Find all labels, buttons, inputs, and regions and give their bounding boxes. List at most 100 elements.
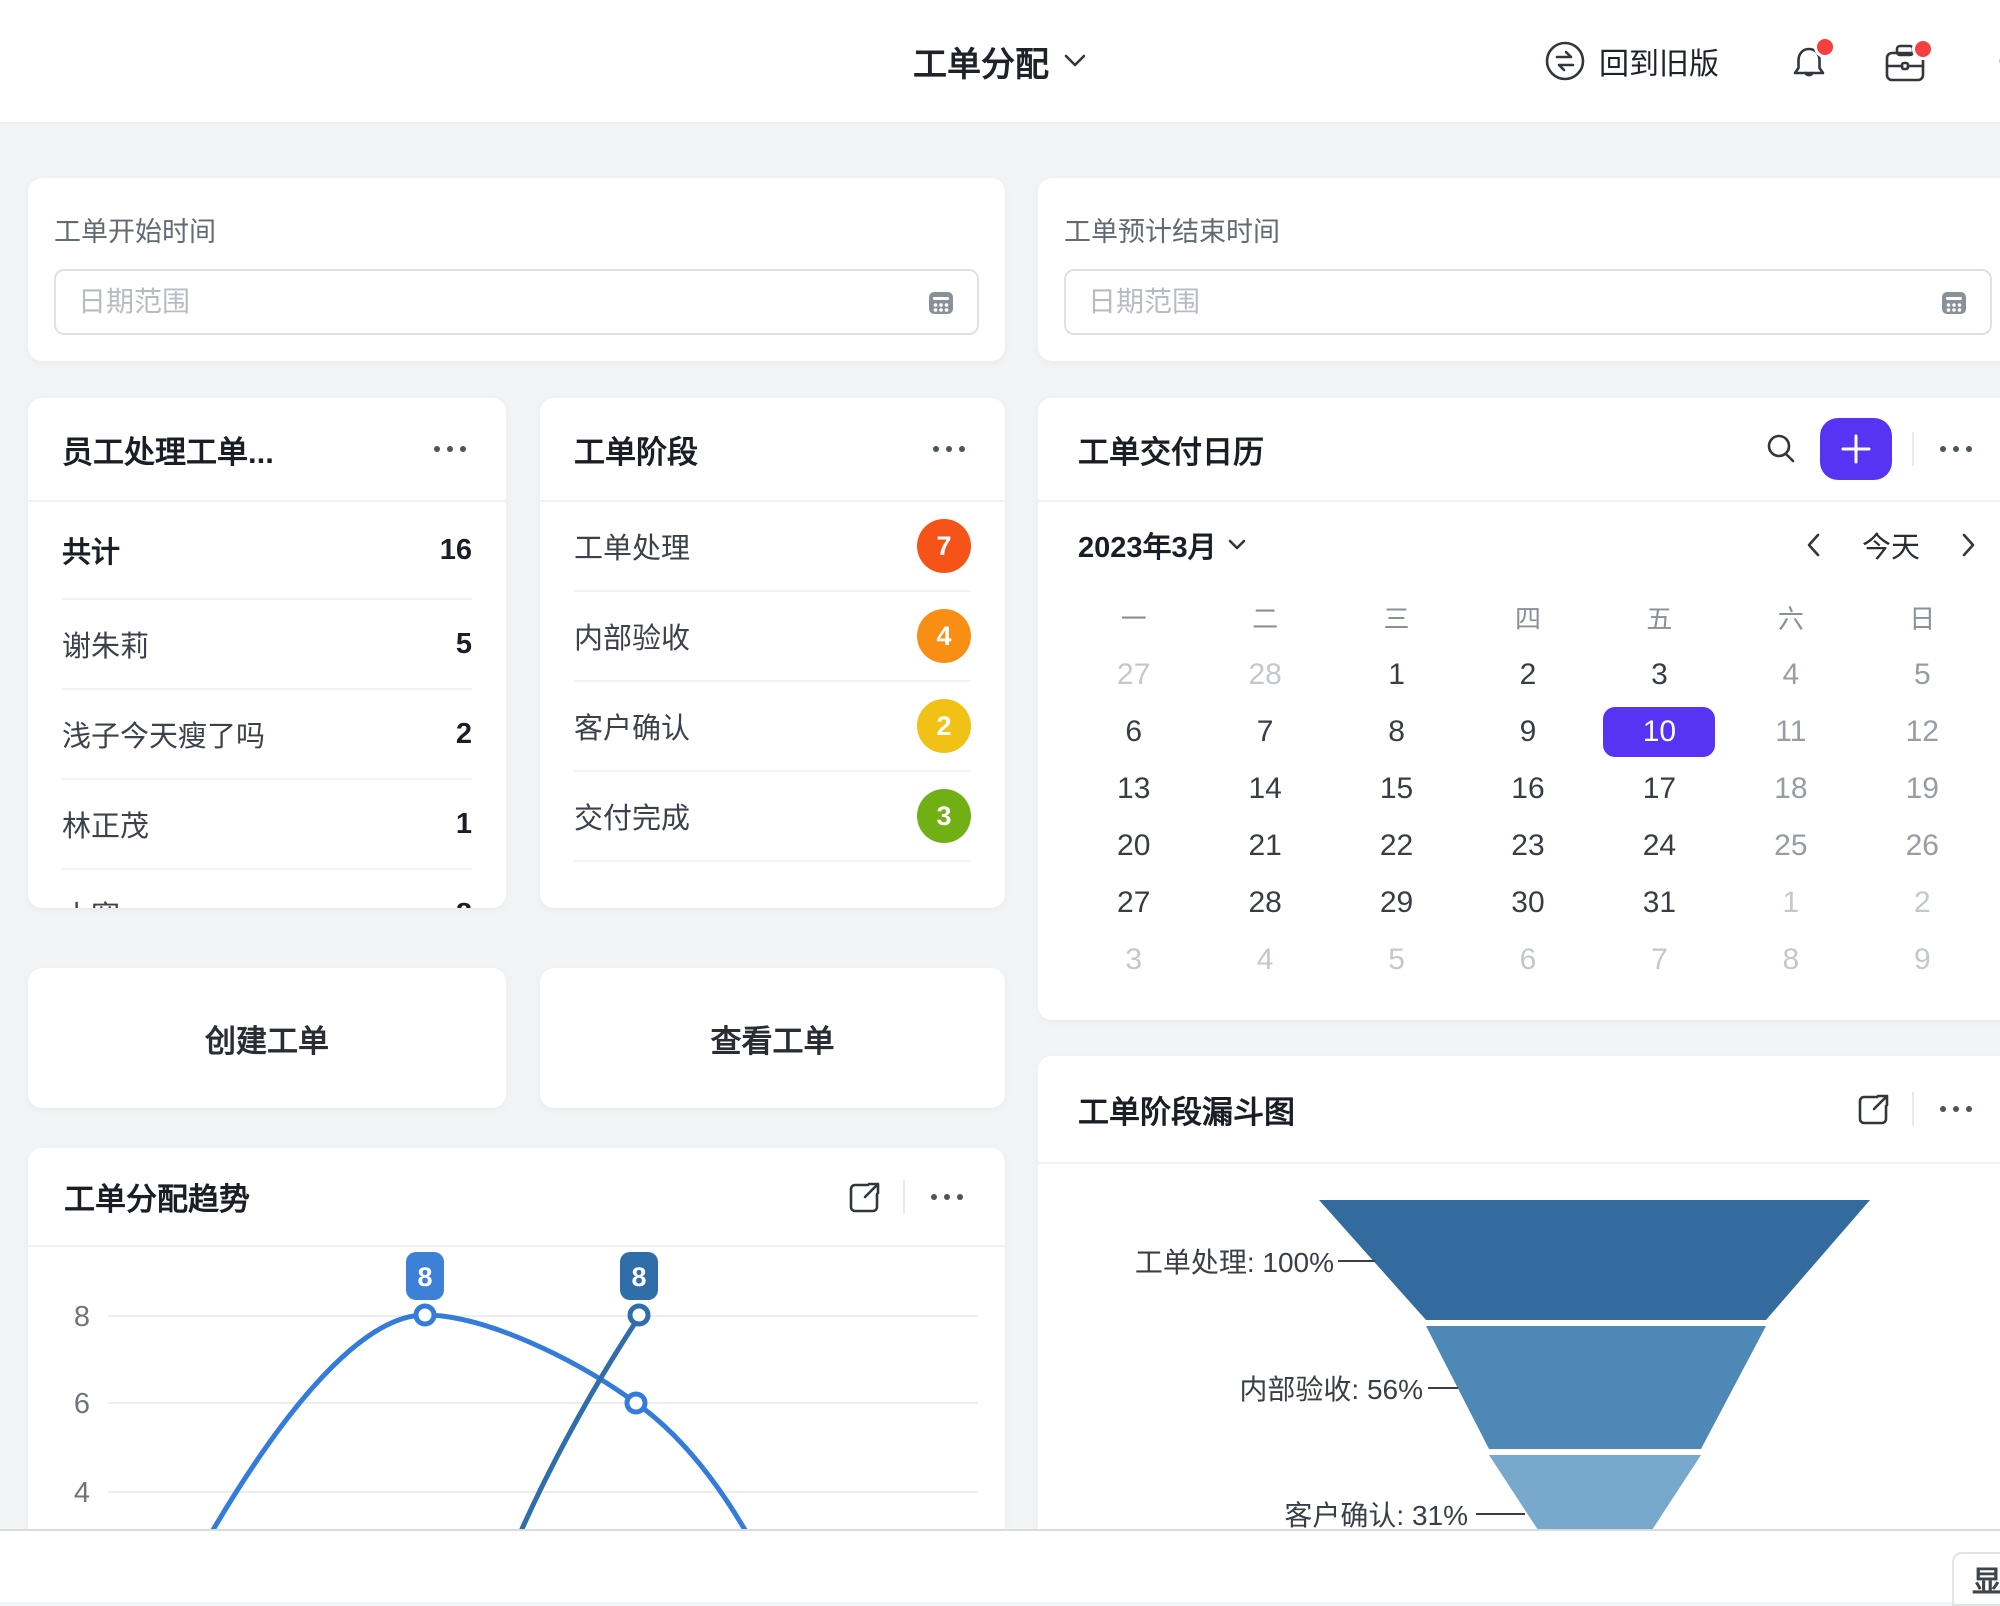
date-range-field[interactable] (1086, 285, 1938, 319)
more-icon[interactable] (925, 1188, 969, 1206)
date-range-input[interactable] (54, 269, 979, 335)
export-icon[interactable] (847, 1179, 883, 1215)
more-icon[interactable] (1934, 1100, 1978, 1118)
calendar-day[interactable]: 22 (1379, 828, 1414, 862)
more-icon[interactable] (927, 440, 971, 458)
calendar-day[interactable]: 8 (1782, 942, 1800, 976)
calendar-day[interactable]: 29 (1379, 885, 1414, 919)
calendar-day[interactable]: 6 (1125, 714, 1143, 748)
filter-label: 工单开始时间 (54, 217, 216, 247)
search-icon[interactable] (1762, 430, 1800, 468)
today-button[interactable]: 今天 (1861, 532, 1920, 564)
assignment-trend-card: 工单分配趋势 8 6 4 8 8 (28, 1148, 1005, 1588)
back-to-old-version-button[interactable]: 回到旧版 (1543, 0, 1719, 122)
calendar-icon[interactable] (925, 286, 957, 318)
funnel-segment-3 (1489, 1455, 1701, 1553)
data-point (413, 1303, 437, 1327)
calendar-day[interactable]: 4 (1782, 657, 1800, 691)
calendar-day[interactable]: 26 (1905, 828, 1939, 862)
calendar-day[interactable]: 1 (1782, 885, 1800, 919)
stage-name: 客户确认 (574, 713, 691, 745)
calendar-day[interactable]: 27 (1117, 885, 1151, 919)
calendar-day[interactable]: 30 (1511, 885, 1545, 919)
next-month-icon[interactable] (1960, 531, 1978, 559)
export-icon[interactable] (1856, 1091, 1892, 1127)
list-item: 客户确认 2 (574, 682, 971, 772)
calendar-day[interactable]: 3 (1651, 657, 1668, 691)
calendar-day[interactable]: 8 (1388, 714, 1405, 748)
peek-panel[interactable]: 显 (1952, 1552, 2000, 1606)
add-event-button[interactable] (1820, 418, 1892, 480)
calendar-day[interactable]: 2 (1519, 657, 1537, 691)
workspace-button[interactable] (1880, 38, 1934, 86)
date-range-field[interactable] (76, 285, 925, 319)
calendar-icon[interactable] (1938, 286, 1970, 318)
calendar-day[interactable]: 23 (1511, 828, 1545, 862)
chevron-down-icon (1227, 538, 1247, 552)
calendar-day[interactable]: 4 (1256, 942, 1274, 976)
calendar-day[interactable]: 14 (1248, 771, 1282, 805)
calendar-day[interactable]: 17 (1642, 771, 1677, 805)
table-row: 林正茂 1 (62, 780, 472, 870)
weekday-label: 四 (1514, 603, 1541, 634)
calendar-weekday-row: 一二三四五六日 (1038, 588, 2000, 646)
view-workorder-button[interactable]: 查看工单 (540, 968, 1005, 1108)
calendar-day[interactable]: 20 (1117, 828, 1151, 862)
calendar-day[interactable]: 1 (1388, 657, 1405, 691)
calendar-day[interactable]: 16 (1511, 771, 1545, 805)
calendar-day[interactable]: 6 (1519, 942, 1537, 976)
calendar-day[interactable]: 18 (1774, 771, 1808, 805)
calendar-day[interactable]: 5 (1388, 942, 1405, 976)
table-row: 共计 16 (62, 502, 472, 600)
create-workorder-label: 创建工单 (205, 1023, 329, 1059)
data-label: 8 (631, 1262, 646, 1292)
calendar-day[interactable]: 2 (1913, 885, 1931, 919)
calendar-day[interactable]: 15 (1379, 771, 1414, 805)
calendar-day[interactable]: 12 (1905, 714, 1939, 748)
calendar-day[interactable]: 27 (1117, 657, 1151, 691)
filter-card-start-time: 工单开始时间 (28, 178, 1005, 361)
month-label: 2023年3月 (1078, 532, 1217, 564)
calendar-day[interactable]: 21 (1248, 828, 1282, 862)
more-icon[interactable] (428, 440, 472, 458)
create-workorder-button[interactable]: 创建工单 (28, 968, 506, 1108)
calendar-day[interactable]: 28 (1248, 885, 1282, 919)
stage-funnel-card: 工单阶段漏斗图 工单处理: 100% 内部验收: 56% 客户确认: 31% (1038, 1056, 2000, 1553)
weekday-label: 日 (1909, 603, 1936, 634)
y-tick: 8 (74, 1301, 90, 1333)
calendar-day[interactable]: 9 (1913, 942, 1931, 976)
funnel-label-1: 工单处理: 100% (1134, 1247, 1334, 1278)
more-icon[interactable] (1934, 440, 1978, 458)
date-range-input[interactable] (1064, 269, 1992, 335)
calendar-day[interactable]: 25 (1774, 828, 1808, 862)
notifications-button[interactable] (1786, 36, 1836, 86)
calendar-day[interactable]: 3 (1125, 942, 1143, 976)
notification-dot (1814, 36, 1836, 58)
card-title: 工单阶段 (574, 434, 698, 470)
calendar-day[interactable]: 5 (1913, 657, 1931, 691)
calendar-day[interactable]: 28 (1248, 657, 1282, 691)
filter-card-end-time: 工单预计结束时间 (1038, 178, 2000, 361)
calendar-day[interactable]: 10 (1594, 703, 1725, 760)
funnel-label-3: 客户确认: 31% (1284, 1500, 1468, 1531)
calendar-day[interactable]: 13 (1117, 771, 1151, 805)
calendar-day[interactable]: 31 (1642, 885, 1677, 919)
avatar[interactable] (1988, 38, 2000, 84)
staff-name: 林正茂 (62, 811, 150, 843)
stage-count-badge: 4 (917, 609, 971, 663)
calendar-day[interactable]: 24 (1642, 828, 1677, 862)
stage-name: 交付完成 (574, 803, 691, 835)
table-row: 浅子今天瘦了吗 2 (62, 690, 472, 780)
card-title: 员工处理工单... (62, 434, 274, 470)
calendar-day[interactable]: 7 (1256, 714, 1274, 748)
month-selector[interactable]: 2023年3月 (1078, 524, 1247, 566)
trend-line-series-1 (200, 1312, 758, 1547)
dashboard-title-dropdown[interactable]: 工单分配 (0, 0, 2000, 122)
calendar-day[interactable]: 7 (1651, 942, 1668, 976)
funnel-chart: 工单处理: 100% 内部验收: 56% 客户确认: 31% (1038, 1164, 2000, 1553)
staff-name: 谢朱莉 (62, 631, 150, 663)
calendar-day[interactable]: 19 (1905, 771, 1939, 805)
calendar-day[interactable]: 11 (1775, 714, 1807, 748)
calendar-day[interactable]: 9 (1519, 714, 1537, 748)
prev-month-icon[interactable] (1804, 531, 1822, 559)
